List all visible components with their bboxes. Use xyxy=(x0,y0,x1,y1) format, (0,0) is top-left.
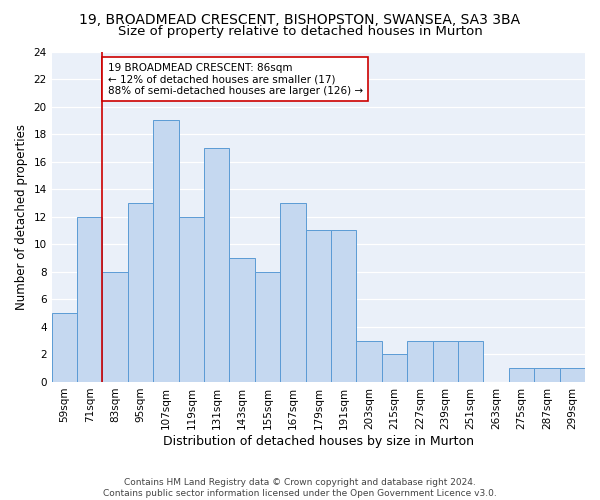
Bar xyxy=(509,368,534,382)
Bar xyxy=(179,216,204,382)
Bar xyxy=(331,230,356,382)
Bar xyxy=(407,340,433,382)
Bar xyxy=(153,120,179,382)
Text: Contains HM Land Registry data © Crown copyright and database right 2024.
Contai: Contains HM Land Registry data © Crown c… xyxy=(103,478,497,498)
Bar xyxy=(280,203,305,382)
Text: 19, BROADMEAD CRESCENT, BISHOPSTON, SWANSEA, SA3 3BA: 19, BROADMEAD CRESCENT, BISHOPSTON, SWAN… xyxy=(79,12,521,26)
Bar xyxy=(128,203,153,382)
X-axis label: Distribution of detached houses by size in Murton: Distribution of detached houses by size … xyxy=(163,434,474,448)
Bar xyxy=(356,340,382,382)
Bar xyxy=(255,272,280,382)
Bar xyxy=(229,258,255,382)
Bar xyxy=(77,216,103,382)
Bar xyxy=(305,230,331,382)
Bar xyxy=(382,354,407,382)
Text: Size of property relative to detached houses in Murton: Size of property relative to detached ho… xyxy=(118,25,482,38)
Bar xyxy=(534,368,560,382)
Bar xyxy=(560,368,585,382)
Bar xyxy=(458,340,484,382)
Text: 19 BROADMEAD CRESCENT: 86sqm
← 12% of detached houses are smaller (17)
88% of se: 19 BROADMEAD CRESCENT: 86sqm ← 12% of de… xyxy=(107,62,362,96)
Bar xyxy=(52,313,77,382)
Bar xyxy=(433,340,458,382)
Bar xyxy=(204,148,229,382)
Bar xyxy=(103,272,128,382)
Y-axis label: Number of detached properties: Number of detached properties xyxy=(15,124,28,310)
